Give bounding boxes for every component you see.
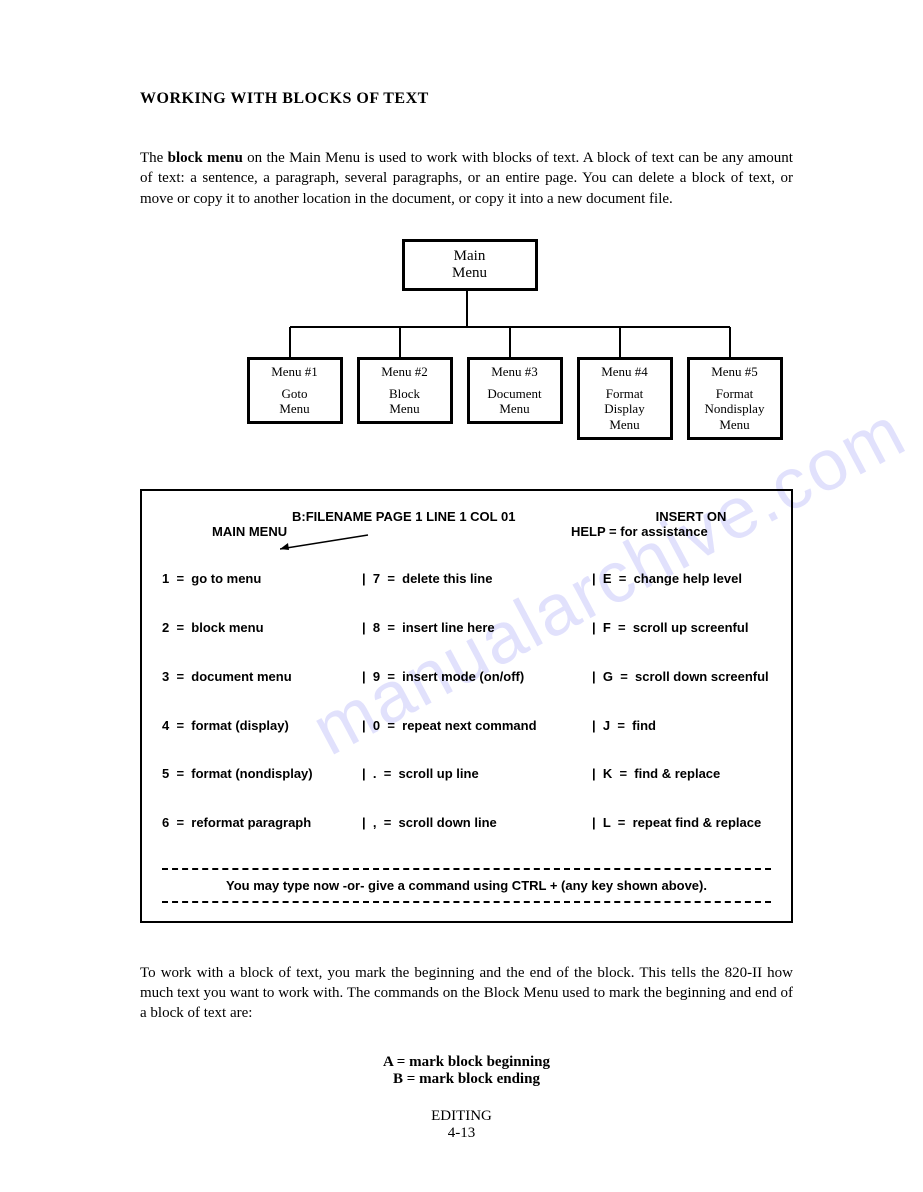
c2-r3: | 9 = insert mode (on/off) [362, 669, 592, 685]
child4-l3: Menu [582, 417, 668, 433]
child2-l2: Menu [362, 401, 448, 417]
tree-child-4: Menu #4 Format Display Menu [577, 357, 673, 440]
page-footer: EDITING 4-13 [0, 1108, 923, 1142]
main-menu-screen: B:FILENAME PAGE 1 LINE 1 COL 01 INSERT O… [140, 489, 793, 923]
c3-r4: | J = find [592, 718, 771, 734]
child3-l2: Menu [472, 401, 558, 417]
child1-l2: Menu [252, 401, 338, 417]
dashed-separator-1 [162, 868, 771, 870]
child4-num: Menu #4 [582, 364, 668, 380]
intro-paragraph: The block menu on the Main Menu is used … [140, 148, 793, 209]
tree-child-3: Menu #3 Document Menu [467, 357, 563, 424]
dashed-separator-2 [162, 901, 771, 903]
page-content: WORKING WITH BLOCKS OF TEXT The block me… [0, 0, 923, 1088]
intro-bold: block menu [168, 150, 243, 166]
c1-r2: 2 = block menu [162, 620, 362, 636]
c1-r4: 4 = format (display) [162, 718, 362, 734]
c3-r1: | E = change help level [592, 571, 771, 587]
screen-title-right: INSERT ON [611, 509, 771, 524]
c2-r2: | 8 = insert line here [362, 620, 592, 636]
footer-page: 4-13 [0, 1125, 923, 1142]
tree-child-2: Menu #2 Block Menu [357, 357, 453, 424]
child1-l1: Goto [252, 386, 338, 402]
child4-l2: Display [582, 401, 668, 417]
def-b: B = mark block ending [140, 1071, 793, 1088]
command-columns: 1 = go to menu 2 = block menu 3 = docume… [162, 539, 771, 864]
c2-r5: | . = scroll up line [362, 766, 592, 782]
child3-num: Menu #3 [472, 364, 558, 380]
tree-child-1: Menu #1 Goto Menu [247, 357, 343, 424]
screen-subheader-right: HELP = for assistance [571, 524, 771, 539]
child3-l1: Document [472, 386, 558, 402]
c3-r6: | L = repeat find & replace [592, 815, 771, 831]
cmd-col-1: 1 = go to menu 2 = block menu 3 = docume… [162, 539, 362, 864]
menu-tree-diagram: Main Menu Menu #1 Goto Menu Menu #2 Bloc… [142, 239, 792, 439]
footer-label: EDITING [0, 1108, 923, 1125]
child1-num: Menu #1 [252, 364, 338, 380]
screen-title-center: B:FILENAME PAGE 1 LINE 1 COL 01 [282, 509, 611, 524]
child5-l3: Menu [692, 417, 778, 433]
child5-l1: Format [692, 386, 778, 402]
child4-l1: Format [582, 386, 668, 402]
c2-r4: | 0 = repeat next command [362, 718, 592, 734]
cmd-col-2: | 7 = delete this line | 8 = insert line… [362, 539, 592, 864]
c3-r3: | G = scroll down screenful [592, 669, 771, 685]
c2-r6: | , = scroll down line [362, 815, 592, 831]
section-heading: WORKING WITH BLOCKS OF TEXT [140, 90, 793, 108]
cmd-col-3: | E = change help level | F = scroll up … [592, 539, 771, 864]
c1-r3: 3 = document menu [162, 669, 362, 685]
c1-r1: 1 = go to menu [162, 571, 362, 587]
def-a: A = mark block beginning [140, 1054, 793, 1071]
header-spacer [162, 509, 282, 524]
tree-child-5: Menu #5 Format Nondisplay Menu [687, 357, 783, 440]
child2-l1: Block [362, 386, 448, 402]
screen-footer-text: You may type now -or- give a command usi… [162, 874, 771, 897]
c1-r6: 6 = reformat paragraph [162, 815, 362, 831]
intro-pre: The [140, 150, 168, 166]
child5-num: Menu #5 [692, 364, 778, 380]
command-definitions: A = mark block beginning B = mark block … [140, 1054, 793, 1088]
c1-r5: 5 = format (nondisplay) [162, 766, 362, 782]
c2-r1: | 7 = delete this line [362, 571, 592, 587]
c3-r2: | F = scroll up screenful [592, 620, 771, 636]
child5-l2: Nondisplay [692, 401, 778, 417]
child2-num: Menu #2 [362, 364, 448, 380]
arrow-to-block-menu [280, 533, 380, 553]
c3-r5: | K = find & replace [592, 766, 771, 782]
paragraph-2: To work with a block of text, you mark t… [140, 963, 793, 1024]
